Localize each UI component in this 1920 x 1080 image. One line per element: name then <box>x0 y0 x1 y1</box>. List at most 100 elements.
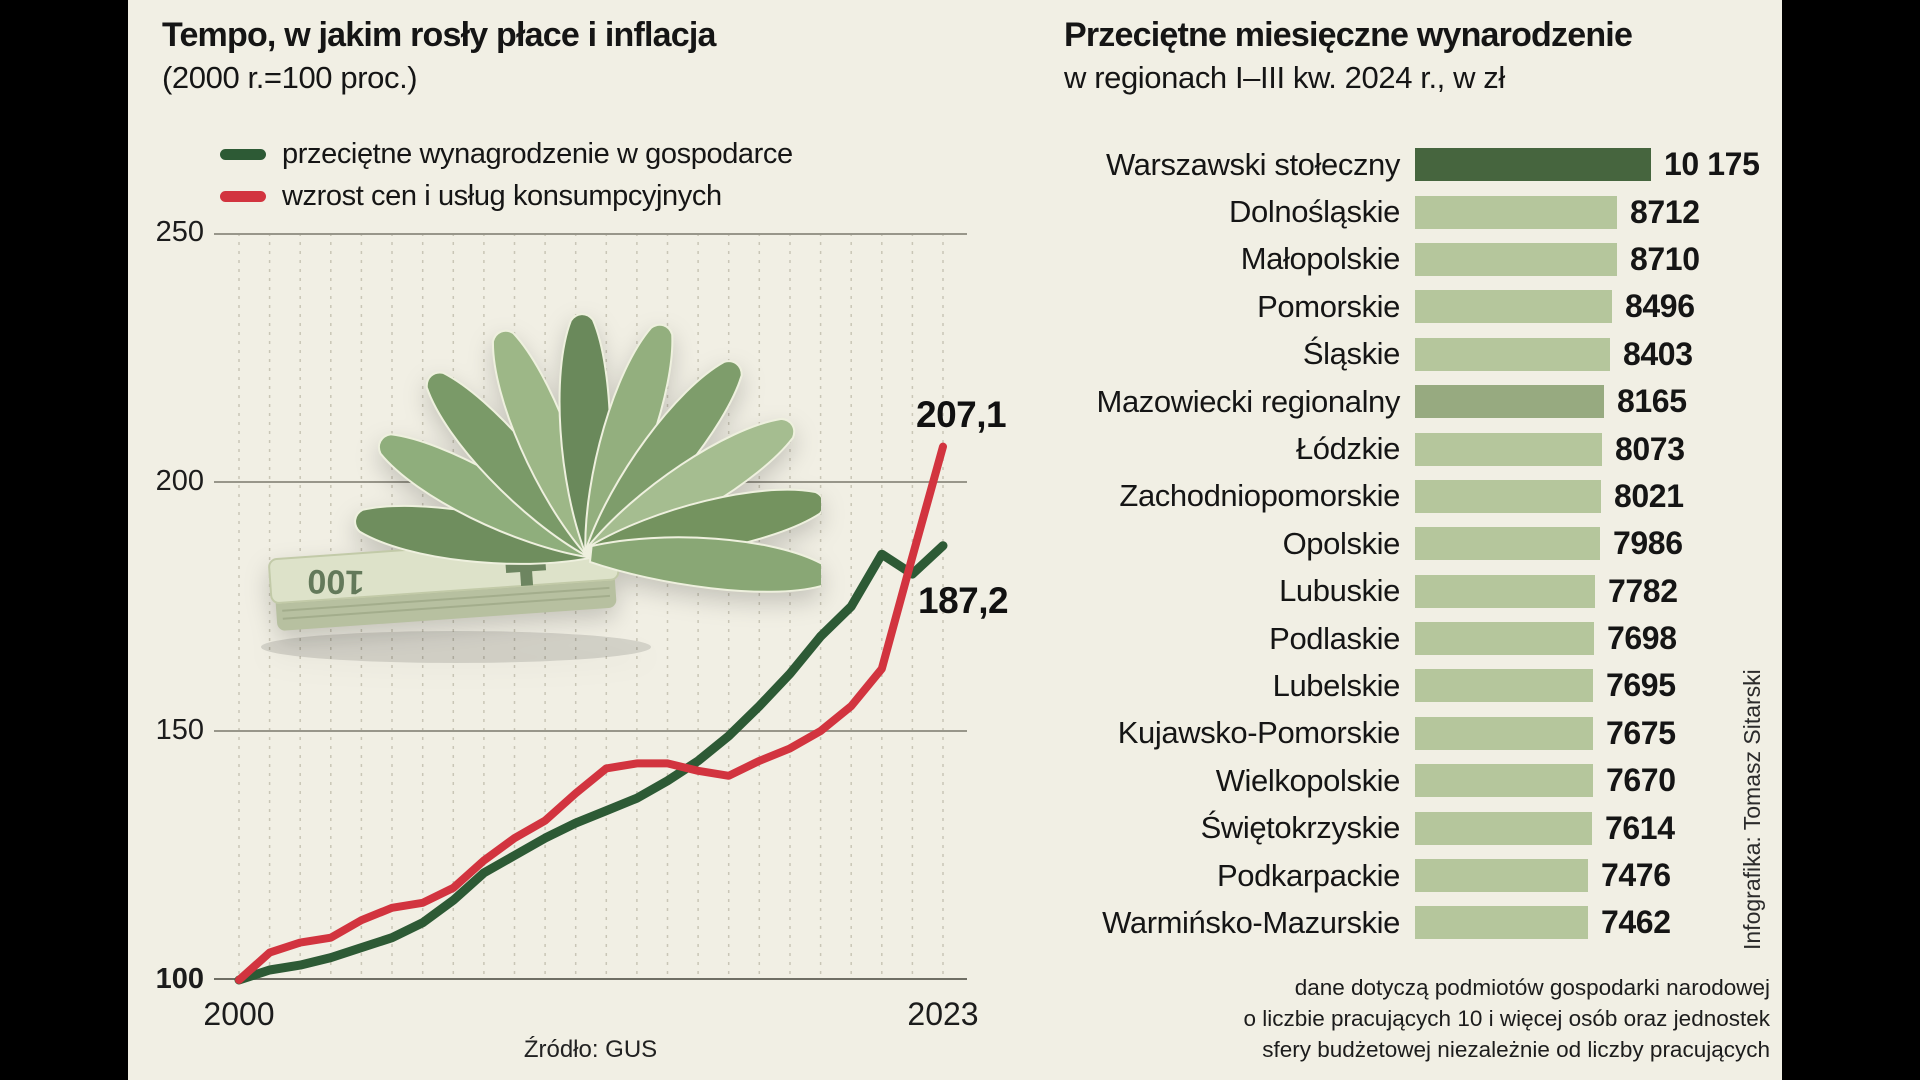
bar-row: Kujawsko-Pomorskie 7675 <box>1058 710 1774 757</box>
region-label: Mazowiecki regionalny <box>1096 383 1401 419</box>
region-value: 8496 <box>1625 288 1695 325</box>
region-bar <box>1415 906 1588 940</box>
banknote-fan <box>354 313 829 593</box>
inflation-line <box>235 442 947 984</box>
region-label: Śląskie <box>1302 336 1401 372</box>
line-chart-svg <box>214 233 967 985</box>
region-bar <box>1415 148 1651 182</box>
region-label: Wielkopolskie <box>1215 762 1401 798</box>
line-chart-subtitle: (2000 r.=100 proc.) <box>162 60 418 95</box>
region-bar <box>1415 859 1588 893</box>
region-value: 7675 <box>1606 714 1676 751</box>
bar-row: Małopolskie 8710 <box>1058 236 1774 283</box>
y-axis-tick: 100 <box>155 963 204 995</box>
right-black-bar <box>1782 0 1920 1080</box>
bar-chart-title: Przeciętne miesięczne wynarodzenie <box>1064 16 1633 54</box>
region-bar <box>1415 527 1600 561</box>
region-bar <box>1415 811 1592 845</box>
bar-row: Mazowiecki regionalny 8165 <box>1058 378 1774 425</box>
bar-chart: Warszawski stołeczny 10 175 Dolnośląskie 87… <box>1058 141 1774 947</box>
region-value: 7782 <box>1608 572 1678 609</box>
bar-row: Wielkopolskie 7670 <box>1058 757 1774 804</box>
bar-row: Warszawski stołeczny 10 175 <box>1058 141 1774 188</box>
region-bar <box>1415 385 1604 419</box>
region-label: Świętokrzyskie <box>1200 810 1401 846</box>
region-bar <box>1415 479 1601 513</box>
region-label: Pomorskie <box>1257 288 1400 324</box>
region-value: 7698 <box>1607 620 1677 657</box>
bar-row: Śląskie 8403 <box>1058 331 1774 378</box>
region-label: Łódzkie <box>1295 431 1400 467</box>
region-label: Małopolskie <box>1240 241 1401 277</box>
region-bar <box>1415 574 1595 608</box>
region-bar <box>1415 764 1593 798</box>
legend-item-inflation: wzrost cen i usług konsumpcyjnych <box>220 175 793 217</box>
region-value: 8021 <box>1614 477 1684 514</box>
region-value: 8073 <box>1615 430 1685 467</box>
region-value: 10 175 <box>1664 146 1760 183</box>
region-label: Warszawski stołeczny <box>1105 146 1400 182</box>
inflation-end-value: 207,1 <box>916 394 1007 435</box>
region-bar <box>1415 195 1617 229</box>
x-axis-label-2000: 2000 <box>203 996 275 1032</box>
bar-row: Podkarpackie 7476 <box>1058 852 1774 899</box>
region-value: 8710 <box>1630 240 1700 277</box>
bar-row: Świętokrzyskie 7614 <box>1058 804 1774 851</box>
legend-label-wages: przeciętne wynagrodzenie w gospodarce <box>282 137 793 170</box>
region-bar <box>1415 432 1602 466</box>
wages-line <box>234 541 948 985</box>
bar-row: Łódzkie 8073 <box>1058 425 1774 472</box>
source-note: Źródło: GUS <box>523 1036 658 1063</box>
region-bar <box>1415 622 1594 656</box>
region-bar <box>1415 669 1593 703</box>
y-axis-tick: 250 <box>155 216 204 248</box>
x-axis-label-2023: 2023 <box>907 996 979 1032</box>
y-axis-tick: 150 <box>155 714 204 746</box>
legend-swatch-inflation <box>220 190 266 202</box>
banknotes-illustration: 100 <box>246 252 829 690</box>
bar-row: Warmińsko-Mazurskie 7462 <box>1058 899 1774 946</box>
footnote-line: dane dotyczą podmiotów gospodarki narodo… <box>1294 975 1770 1000</box>
y-axis-tick: 200 <box>155 465 204 497</box>
region-value: 7695 <box>1606 667 1676 704</box>
legend-item-wages: przeciętne wynagrodzenie w gospodarce <box>220 133 793 175</box>
svg-text:100: 100 <box>307 562 364 601</box>
bar-row: Podlaskie 7698 <box>1058 615 1774 662</box>
region-value: 7986 <box>1613 525 1683 562</box>
region-bar <box>1415 716 1593 750</box>
bar-row: Opolskie 7986 <box>1058 520 1774 567</box>
region-value: 7670 <box>1606 762 1676 799</box>
region-bar <box>1415 290 1612 324</box>
bar-row: Zachodniopomorskie 8021 <box>1058 473 1774 520</box>
bar-row: Dolnośląskie 8712 <box>1058 188 1774 235</box>
legend-swatch-wages <box>220 148 266 160</box>
line-chart-title: Tempo, w jakim rosły płace i inflacja <box>162 16 716 54</box>
region-label: Dolnośląskie <box>1229 194 1400 230</box>
region-bar <box>1415 242 1617 276</box>
bar-chart-subtitle: w regionach I–III kw. 2024 r., w zł <box>1064 60 1505 95</box>
wages-end-value: 187,2 <box>918 580 1009 621</box>
line-chart-plot <box>214 233 967 985</box>
bar-row: Pomorskie 8496 <box>1058 283 1774 330</box>
banknotes-svg: 100 <box>261 313 829 663</box>
region-value: 8403 <box>1623 335 1693 372</box>
bar-row: Lubelskie 7695 <box>1058 662 1774 709</box>
region-value: 7462 <box>1601 904 1671 941</box>
footnote-line: o liczbie pracujących 10 i więcej osób o… <box>1243 1006 1770 1031</box>
region-label: Lubuskie <box>1279 573 1400 609</box>
line-chart-legend: przeciętne wynagrodzenie w gospodarce wz… <box>220 133 793 217</box>
infographic-credit: Infografika: Tomasz Sitarski <box>1739 669 1765 950</box>
region-label: Zachodniopomorskie <box>1119 478 1400 514</box>
region-label: Warmińsko-Mazurskie <box>1102 904 1400 940</box>
region-label: Podkarpackie <box>1216 857 1400 893</box>
infographic-panel: Tempo, w jakim rosły płace i inflacja (2… <box>128 0 1782 1080</box>
region-label: Podlaskie <box>1269 620 1400 656</box>
left-black-bar <box>0 0 128 1080</box>
footnote: dane dotyczą podmiotów gospodarki narodo… <box>1243 972 1770 1065</box>
footnote-line: sfery budżetowej niezależnie od liczby p… <box>1262 1037 1770 1062</box>
region-value: 7476 <box>1601 857 1671 894</box>
region-label: Opolskie <box>1282 525 1401 561</box>
region-bar <box>1415 337 1610 371</box>
region-value: 7614 <box>1605 809 1675 846</box>
